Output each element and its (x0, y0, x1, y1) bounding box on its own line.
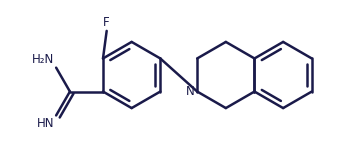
Text: HN: HN (37, 117, 54, 130)
Text: H₂N: H₂N (32, 53, 54, 66)
Text: N: N (186, 85, 194, 98)
Text: F: F (103, 16, 110, 29)
